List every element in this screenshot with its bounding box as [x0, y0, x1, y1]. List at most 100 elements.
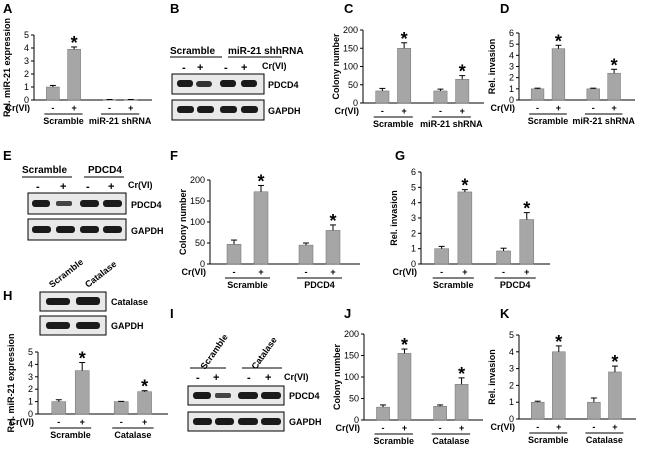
chart-f-ytick-label: 150: [190, 196, 205, 206]
chart-f-ytick-label: 0: [200, 259, 205, 269]
chart-h-cr-label: Cr(VI): [10, 417, 35, 427]
chart-k-bar: [587, 401, 601, 420]
chart-g-ytick-label: 1: [411, 244, 416, 254]
panel-label-g: G: [395, 148, 405, 163]
chart-j-bar: [433, 405, 447, 421]
chart-h-condition-label: +: [142, 417, 147, 427]
chart-c-group-label: miR-21 shRNA: [420, 119, 483, 129]
chart-f-significance-star: *: [257, 171, 264, 191]
blot-h-band-gapdh: GAPDH: [111, 321, 144, 331]
chart-f-condition-label: -: [305, 267, 308, 277]
panel-label-c: C: [344, 1, 354, 16]
chart-d-ytick-label: 1: [509, 84, 514, 94]
blot-h-group-scramble: Scramble: [47, 257, 85, 290]
chart-j-condition-label: +: [459, 423, 464, 433]
chart-d-condition-label: -: [592, 103, 595, 113]
chart-a-ytick-label: 2: [24, 69, 29, 79]
chart-g-significance-star: *: [523, 199, 530, 219]
chart-c-ytick-label: 100: [343, 62, 358, 72]
chart-c-bar: [455, 79, 470, 104]
chart-h-condition-label: -: [57, 417, 60, 427]
chart-j-significance-star: *: [458, 364, 465, 384]
chart-a-condition-label: -: [108, 103, 111, 113]
chart-a-group-label: Scramble: [43, 116, 84, 126]
chart-h-group-label: Catalase: [114, 430, 151, 440]
blot-b-group-scramble: Scramble: [170, 46, 215, 57]
chart-k-ylabel: Rel. invasion: [487, 349, 497, 405]
chart-g-ytick-label: 3: [411, 213, 416, 223]
blot-i-plus-1: +: [213, 372, 219, 384]
chart-k-ytick-label: 1: [509, 397, 514, 407]
chart-j-condition-label: -: [439, 423, 442, 433]
chart-f-group-label: Scramble: [227, 280, 268, 290]
chart-g-significance-star: *: [461, 176, 468, 196]
chart-h-ytick-label: 4: [28, 359, 33, 369]
chart-f-bar: [298, 244, 314, 265]
chart-d-condition-label: +: [611, 103, 616, 113]
chart-h-significance-star: *: [79, 349, 86, 369]
chart-k-bar: [608, 371, 622, 420]
panel-label-k: K: [500, 306, 510, 321]
blot-i-group-scramble: Scramble: [198, 332, 229, 371]
chart-f-bar: [226, 244, 242, 265]
chart-k-significance-star: *: [555, 332, 562, 352]
chart-c-cr-label: Cr(VI): [335, 106, 360, 116]
blot-e-band-gapdh: GAPDH: [131, 226, 164, 236]
chart-c-ytick-label: 200: [343, 25, 358, 35]
chart-g-ytick-label: 6: [411, 167, 416, 177]
chart-j-group-label: Catalase: [432, 436, 469, 446]
chart-c-bar: [433, 90, 448, 104]
chart-c-condition-label: -: [381, 106, 384, 116]
chart-g-ylabel: Rel. invasion: [389, 190, 399, 246]
chart-g-group-label: Scramble: [433, 280, 474, 290]
bar-chart-h: 0 1 2 3 4 5 Rel. miR-21 expression - * + - * + Scramb…: [6, 333, 168, 440]
chart-k-bar: [531, 401, 545, 420]
chart-c-significance-star: *: [401, 29, 408, 49]
chart-k-ytick-label: 3: [509, 364, 514, 374]
chart-a-significance-star: *: [71, 33, 78, 53]
western-blot-h: Scramble Catalase Catalase GAPDH: [39, 257, 148, 336]
panel-label-a: A: [3, 1, 13, 16]
chart-k-condition-label: -: [592, 422, 595, 432]
chart-d-bar: [586, 88, 600, 101]
chart-c-ylabel: Colony number: [331, 33, 341, 99]
panel-label-e: E: [3, 148, 12, 163]
chart-c-ytick-label: 0: [353, 98, 358, 108]
blot-b-minus-2: -: [224, 62, 228, 74]
chart-a-ylabel: Rel. miR-21 expression: [2, 18, 12, 117]
chart-g-ytick-label: 4: [411, 198, 416, 208]
chart-j-bar: [397, 353, 412, 421]
chart-c-condition-label: +: [402, 106, 407, 116]
blot-b-plus-2: +: [241, 62, 247, 74]
chart-g-bar: [519, 219, 535, 265]
chart-g-cr-label: Cr(VI): [393, 267, 418, 277]
chart-h-ytick-label: 2: [28, 384, 33, 394]
chart-j-ytick-label: 0: [354, 415, 359, 425]
chart-j-condition-label: -: [382, 423, 385, 433]
chart-j-ytick-label: 200: [344, 329, 359, 339]
blot-e-band-pdcd4: PDCD4: [131, 200, 162, 210]
chart-f-significance-star: *: [329, 211, 336, 231]
blot-b-group-mir21: miR-21 shhRNA: [228, 46, 304, 57]
blot-b-cr-label: Cr(VI): [262, 61, 287, 71]
chart-d-cr-label: Cr(VI): [491, 103, 516, 113]
chart-k-ytick-label: 5: [509, 330, 514, 340]
chart-d-ytick-label: 0: [509, 95, 514, 105]
chart-g-condition-label: +: [462, 267, 467, 277]
chart-a-ytick-label: 4: [24, 43, 29, 53]
chart-a-cr-label: Cr(VI): [6, 103, 31, 113]
blot-e-plus-1: +: [60, 181, 66, 193]
chart-a-ytick-label: 0: [24, 95, 29, 105]
blot-b-band-gapdh: GAPDH: [268, 106, 301, 116]
blot-e-group-scramble: Scramble: [22, 165, 67, 176]
chart-h-significance-star: *: [141, 377, 148, 397]
chart-k-cr-label: Cr(VI): [491, 422, 516, 432]
chart-a-ytick-label: 3: [24, 56, 29, 66]
chart-g-ytick-label: 0: [411, 259, 416, 269]
blot-b-plus-1: +: [197, 62, 203, 74]
chart-g-condition-label: -: [440, 267, 443, 277]
chart-d-bar: [607, 72, 621, 101]
chart-c-condition-label: -: [439, 106, 442, 116]
